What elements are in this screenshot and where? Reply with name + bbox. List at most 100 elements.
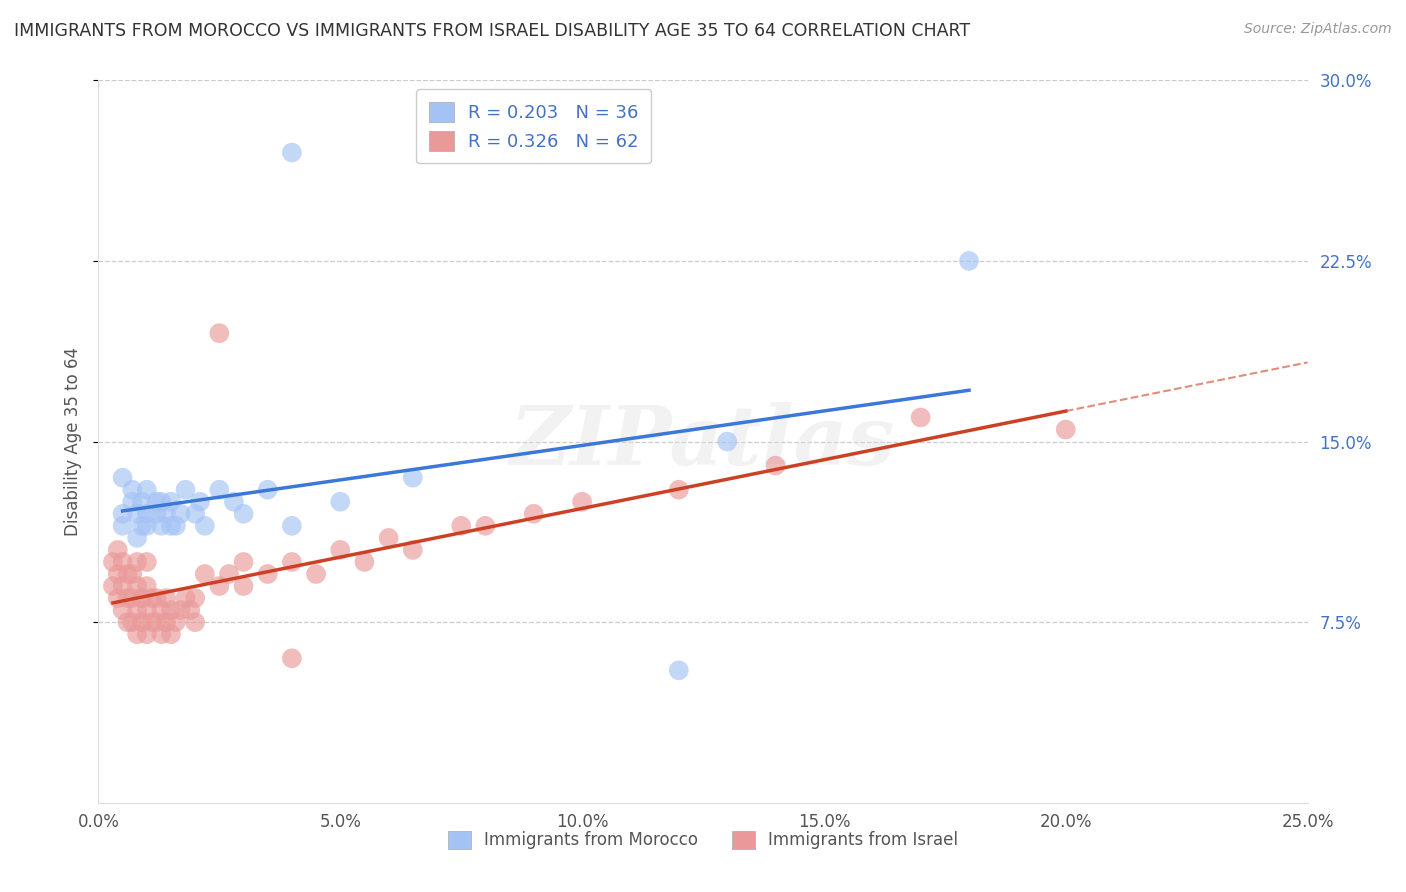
Point	[169, 507, 191, 521]
Point	[101, 555, 124, 569]
Point	[232, 579, 254, 593]
Point	[1054, 422, 1077, 436]
Point	[208, 483, 231, 497]
Point	[184, 507, 207, 521]
Point	[111, 507, 134, 521]
Point	[218, 567, 240, 582]
Point	[127, 579, 149, 593]
Point	[121, 591, 143, 605]
Point	[121, 567, 143, 582]
Point	[222, 494, 245, 508]
Point	[135, 507, 157, 521]
Point	[256, 483, 278, 497]
Point	[232, 507, 254, 521]
Point	[179, 603, 201, 617]
Point	[402, 470, 425, 484]
Point	[765, 458, 787, 473]
Point	[150, 518, 173, 533]
Point	[111, 579, 134, 593]
Text: Source: ZipAtlas.com: Source: ZipAtlas.com	[1244, 22, 1392, 37]
Point	[135, 483, 157, 497]
Point	[523, 507, 546, 521]
Point	[329, 542, 352, 557]
Legend: Immigrants from Morocco, Immigrants from Israel: Immigrants from Morocco, Immigrants from…	[437, 821, 969, 860]
Point	[111, 518, 134, 533]
Point	[150, 494, 173, 508]
Point	[450, 518, 472, 533]
Point	[101, 579, 124, 593]
Point	[111, 555, 134, 569]
Text: IMMIGRANTS FROM MOROCCO VS IMMIGRANTS FROM ISRAEL DISABILITY AGE 35 TO 64 CORREL: IMMIGRANTS FROM MOROCCO VS IMMIGRANTS FR…	[14, 22, 970, 40]
Point	[256, 567, 278, 582]
Point	[117, 591, 139, 605]
Point	[174, 483, 197, 497]
Point	[957, 253, 980, 268]
Point	[165, 615, 187, 630]
Point	[474, 518, 496, 533]
Point	[353, 555, 375, 569]
Point	[135, 627, 157, 641]
Text: ZIPatlas: ZIPatlas	[510, 401, 896, 482]
Point	[160, 518, 183, 533]
Point	[194, 518, 217, 533]
Point	[184, 615, 207, 630]
Point	[160, 627, 183, 641]
Y-axis label: Disability Age 35 to 64: Disability Age 35 to 64	[65, 347, 83, 536]
Point	[135, 518, 157, 533]
Point	[150, 627, 173, 641]
Point	[150, 603, 173, 617]
Point	[160, 603, 183, 617]
Point	[135, 603, 157, 617]
Point	[127, 627, 149, 641]
Point	[160, 494, 183, 508]
Point	[141, 591, 163, 605]
Point	[135, 579, 157, 593]
Point	[377, 531, 399, 545]
Point	[145, 591, 167, 605]
Point	[117, 615, 139, 630]
Point	[155, 591, 177, 605]
Point	[121, 494, 143, 508]
Point	[107, 591, 129, 605]
Point	[668, 664, 690, 678]
Point	[910, 410, 932, 425]
Point	[184, 591, 207, 605]
Point	[281, 651, 304, 665]
Point	[135, 555, 157, 569]
Point	[571, 494, 593, 508]
Point	[127, 555, 149, 569]
Point	[155, 615, 177, 630]
Point	[174, 591, 197, 605]
Point	[131, 615, 153, 630]
Point	[208, 326, 231, 340]
Point	[131, 591, 153, 605]
Point	[121, 483, 143, 497]
Point	[131, 494, 153, 508]
Point	[127, 531, 149, 545]
Point	[188, 494, 211, 508]
Point	[194, 567, 217, 582]
Point	[131, 518, 153, 533]
Point	[145, 507, 167, 521]
Point	[329, 494, 352, 508]
Point	[145, 615, 167, 630]
Point	[305, 567, 328, 582]
Point	[281, 518, 304, 533]
Point	[668, 483, 690, 497]
Point	[165, 518, 187, 533]
Point	[127, 603, 149, 617]
Point	[107, 542, 129, 557]
Point	[155, 507, 177, 521]
Point	[145, 494, 167, 508]
Point	[281, 555, 304, 569]
Point	[281, 145, 304, 160]
Point	[121, 615, 143, 630]
Point	[111, 470, 134, 484]
Point	[232, 555, 254, 569]
Point	[716, 434, 738, 449]
Point	[111, 603, 134, 617]
Point	[127, 507, 149, 521]
Point	[169, 603, 191, 617]
Point	[141, 615, 163, 630]
Point	[107, 567, 129, 582]
